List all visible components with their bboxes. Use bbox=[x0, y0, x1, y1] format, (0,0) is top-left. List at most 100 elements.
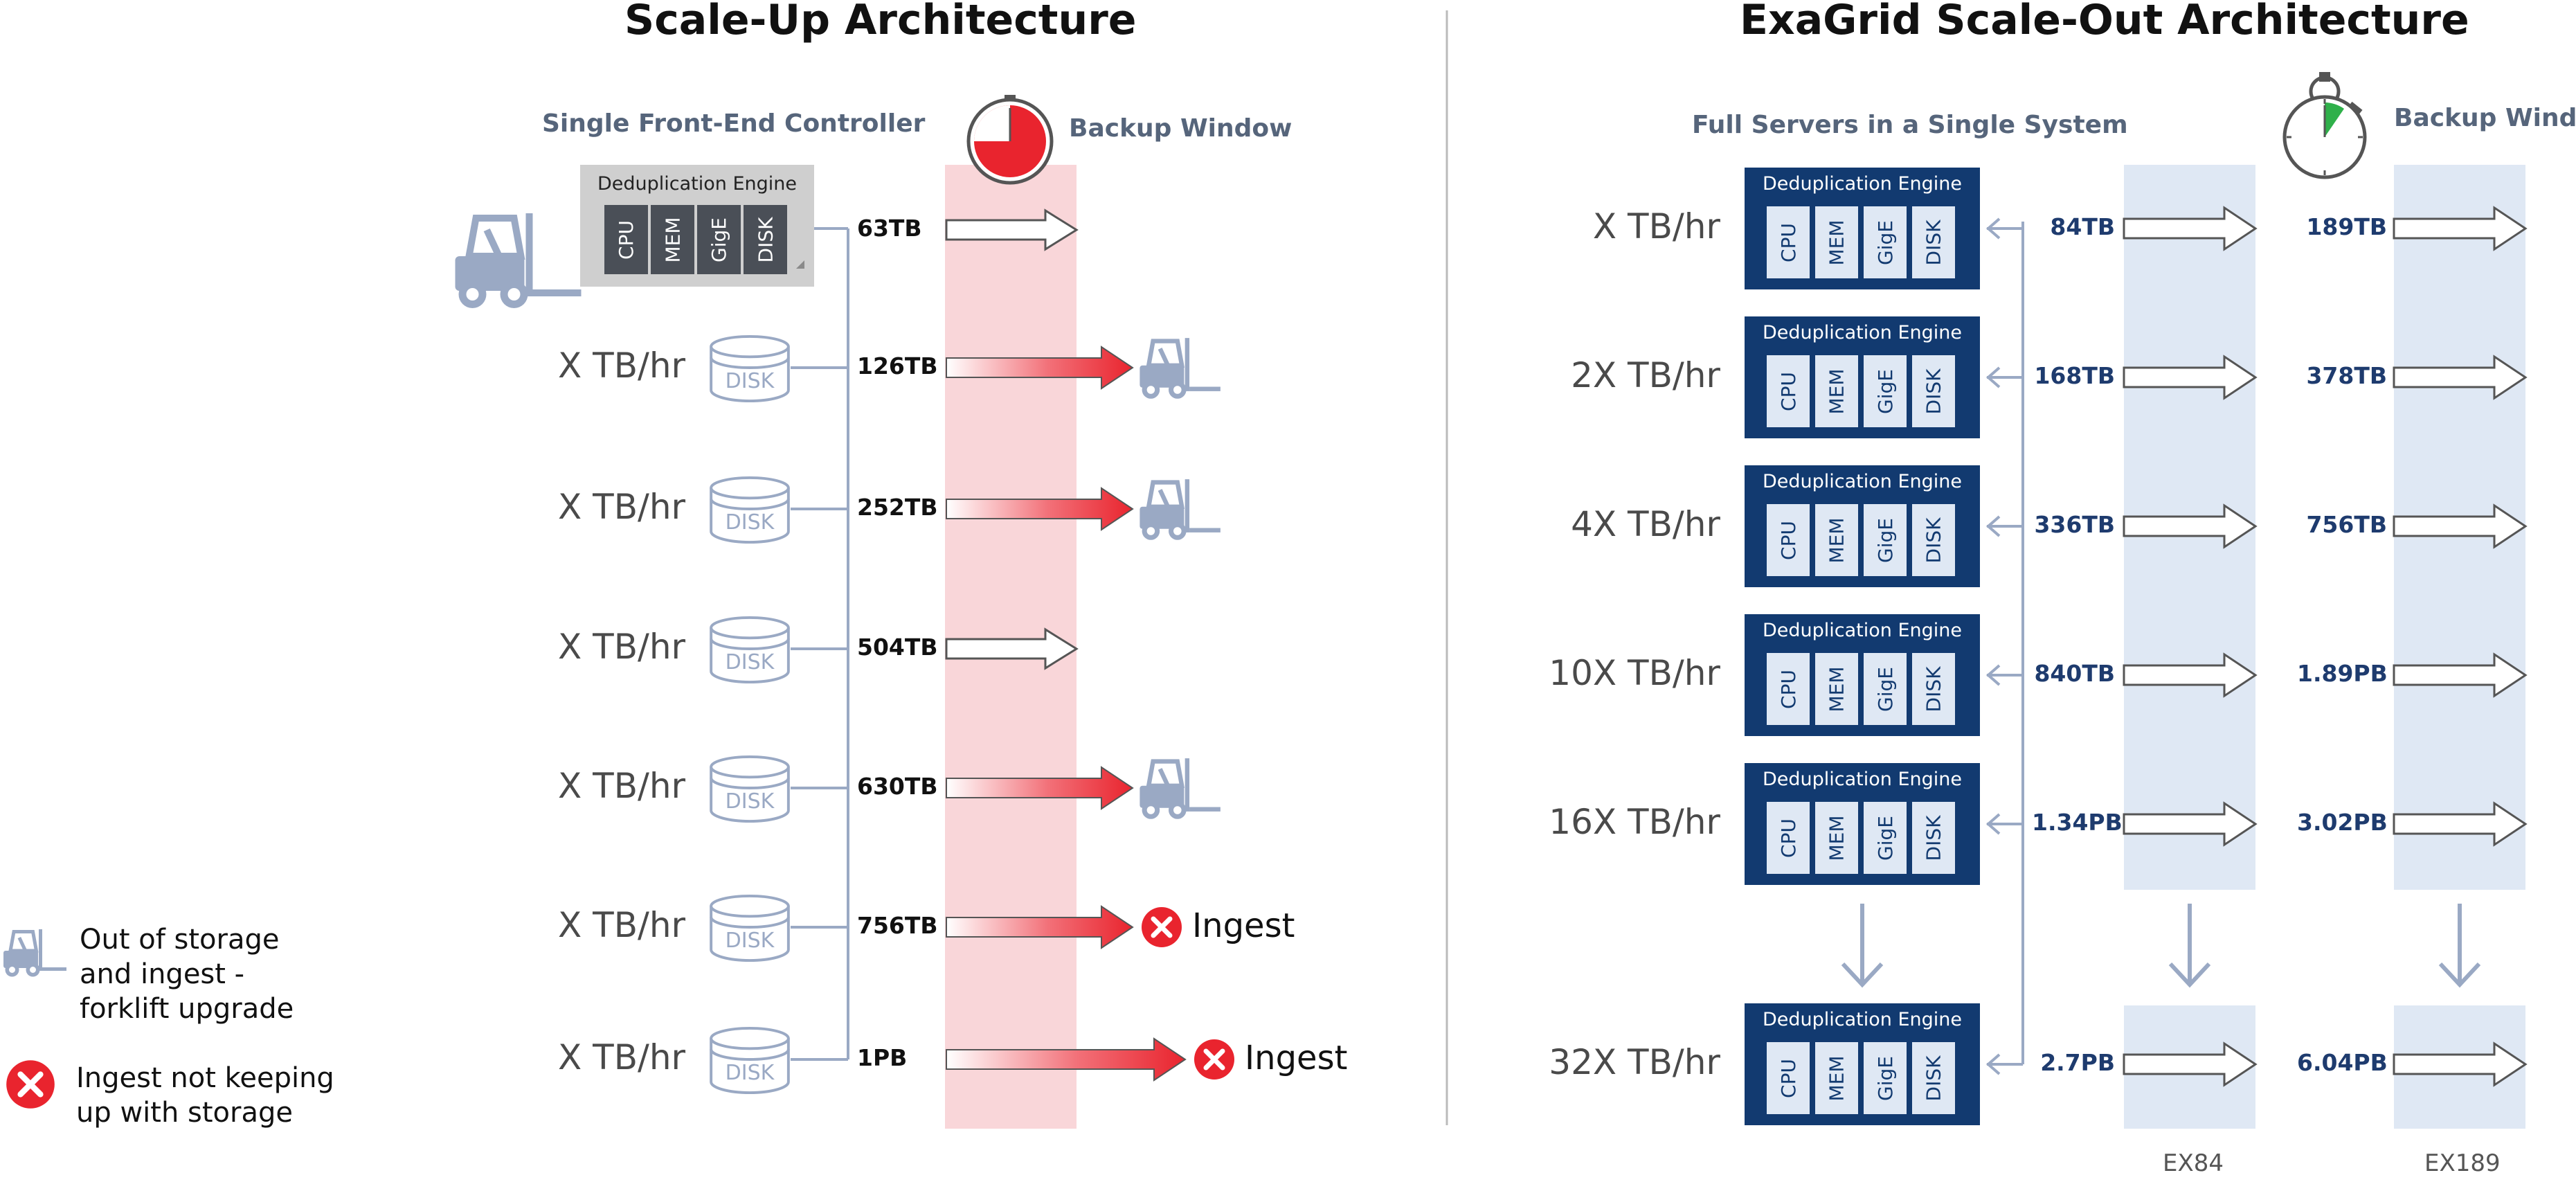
component-1: MEM bbox=[651, 205, 694, 274]
component-label: CPU bbox=[1776, 818, 1800, 858]
component-label: GigE bbox=[1873, 220, 1897, 265]
ex189-capacity: 3.02PB bbox=[2297, 809, 2388, 836]
component-0: CPU bbox=[1765, 652, 1811, 726]
ex84-capacity: 168TB bbox=[2034, 362, 2115, 389]
component-label: GigE bbox=[1873, 368, 1897, 414]
capacity-arrow bbox=[945, 208, 1079, 251]
component-label: CPU bbox=[615, 220, 638, 260]
forklift-icon bbox=[1140, 338, 1220, 399]
disk-label: DISK bbox=[725, 369, 775, 393]
rate-label: 32X TB/hr bbox=[1549, 1042, 1720, 1082]
component-3: DISK bbox=[1911, 354, 1956, 429]
component-0: CPU bbox=[1765, 800, 1811, 875]
scale-up-title: Scale-Up Architecture bbox=[624, 0, 1137, 44]
forklift-icon bbox=[1140, 758, 1220, 819]
component-0: CPU bbox=[604, 205, 648, 274]
component-3: DISK bbox=[1911, 503, 1956, 577]
engine-label: Deduplication Engine bbox=[1762, 620, 1963, 641]
component-2: GigE bbox=[1862, 354, 1908, 429]
component-2: GigE bbox=[697, 205, 741, 274]
rate-label: 16X TB/hr bbox=[1549, 802, 1720, 842]
legend-ingest-text: Ingest not keeping up with storage bbox=[76, 1061, 334, 1130]
engine-label: Deduplication Engine bbox=[1762, 322, 1963, 343]
component-label: CPU bbox=[1776, 371, 1800, 411]
rate-label: 4X TB/hr bbox=[1571, 504, 1720, 544]
scale-up-row bbox=[710, 1026, 1234, 1094]
scale-up-row bbox=[710, 616, 1079, 683]
component-label: MEM bbox=[1825, 219, 1848, 266]
ex189-capacity: 756TB bbox=[2306, 511, 2387, 538]
component-1: MEM bbox=[1814, 652, 1859, 726]
ex84-capacity: 2.7PB bbox=[2040, 1049, 2115, 1076]
capacity-arrow bbox=[2393, 1041, 2528, 1087]
capacity-label: 630TB bbox=[857, 773, 938, 800]
component-3: DISK bbox=[1911, 800, 1956, 875]
ingest-label: Ingest bbox=[1245, 1039, 1348, 1077]
engine-components: CPU MEM GigE DISK bbox=[1765, 205, 1956, 280]
scale-up-row bbox=[945, 208, 1079, 251]
component-2: GigE bbox=[1862, 503, 1908, 577]
capacity-arrow bbox=[2123, 503, 2258, 549]
legend-forklift-line: and ingest - bbox=[80, 958, 245, 990]
controller-label: Single Front-End Controller bbox=[542, 109, 926, 138]
component-3: DISK bbox=[1911, 652, 1956, 726]
component-label: CPU bbox=[1776, 669, 1800, 709]
capacity-arrow bbox=[2123, 206, 2258, 251]
scale-up-row bbox=[710, 755, 1221, 823]
rate-label: X TB/hr bbox=[558, 627, 686, 667]
ex84-capacity: 84TB bbox=[2050, 213, 2115, 240]
rate-label: 10X TB/hr bbox=[1549, 653, 1720, 693]
capacity-label: 126TB bbox=[857, 352, 938, 379]
legend-forklift-line: Out of storage bbox=[80, 924, 280, 956]
component-1: MEM bbox=[1814, 800, 1859, 875]
overflow-arrow bbox=[946, 905, 1134, 949]
component-label: GigE bbox=[1873, 517, 1897, 563]
capacity-arrow bbox=[2393, 652, 2528, 698]
capacity-label: 504TB bbox=[857, 634, 938, 661]
component-2: GigE bbox=[1862, 205, 1908, 280]
component-1: MEM bbox=[1814, 1041, 1859, 1116]
capacity-arrow bbox=[2393, 355, 2528, 400]
engine-components: CPU MEM GigE DISK bbox=[1765, 1041, 1956, 1116]
disk-label: DISK bbox=[725, 1061, 775, 1085]
capacity-arrow bbox=[945, 627, 1079, 670]
component-2: GigE bbox=[1862, 1041, 1908, 1116]
forklift-icon bbox=[1140, 479, 1220, 540]
component-1: MEM bbox=[1814, 205, 1859, 280]
legend-error-icon bbox=[6, 1060, 55, 1109]
component-0: CPU bbox=[1765, 354, 1811, 429]
component-0: CPU bbox=[1765, 205, 1811, 280]
capacity-arrow bbox=[2393, 206, 2528, 251]
legend-ingest-line: Ingest not keeping bbox=[76, 1062, 334, 1094]
component-label: DISK bbox=[1922, 1055, 1945, 1101]
capacity-arrow bbox=[2123, 652, 2258, 698]
ex84-capacity: 840TB bbox=[2034, 660, 2115, 687]
rate-label: X TB/hr bbox=[558, 487, 686, 527]
capacity-label: 252TB bbox=[857, 494, 938, 521]
component-label: MEM bbox=[1825, 665, 1848, 713]
component-label: MEM bbox=[1825, 517, 1848, 564]
scale-out-title: ExaGrid Scale-Out Architecture bbox=[1740, 0, 2469, 44]
disk-label: DISK bbox=[725, 789, 775, 814]
engine-components: CPU MEM GigE DISK bbox=[1765, 652, 1956, 726]
ex189-capacity: 189TB bbox=[2306, 213, 2387, 240]
ex189-capacity: 6.04PB bbox=[2297, 1049, 2388, 1076]
component-1: MEM bbox=[1814, 354, 1859, 429]
rate-label: X TB/hr bbox=[558, 905, 686, 945]
component-label: CPU bbox=[1776, 222, 1800, 262]
disk-label: DISK bbox=[725, 650, 775, 674]
capacity-arrow bbox=[2123, 801, 2258, 847]
scale-up-row bbox=[710, 476, 1221, 544]
component-label: CPU bbox=[1776, 1058, 1800, 1098]
component-label: CPU bbox=[1776, 520, 1800, 560]
engine-components: CPU MEM GigE DISK bbox=[1765, 503, 1956, 577]
model-ex189: EX189 bbox=[2424, 1149, 2501, 1177]
servers-label: Full Servers in a Single System bbox=[1692, 111, 2128, 139]
capacity-label: 756TB bbox=[857, 912, 938, 939]
component-label: MEM bbox=[1825, 814, 1848, 861]
legend-forklift-icon bbox=[3, 929, 66, 977]
overflow-arrow bbox=[946, 1037, 1187, 1082]
component-label: GigE bbox=[1873, 815, 1897, 861]
rate-label: X TB/hr bbox=[558, 1037, 686, 1077]
